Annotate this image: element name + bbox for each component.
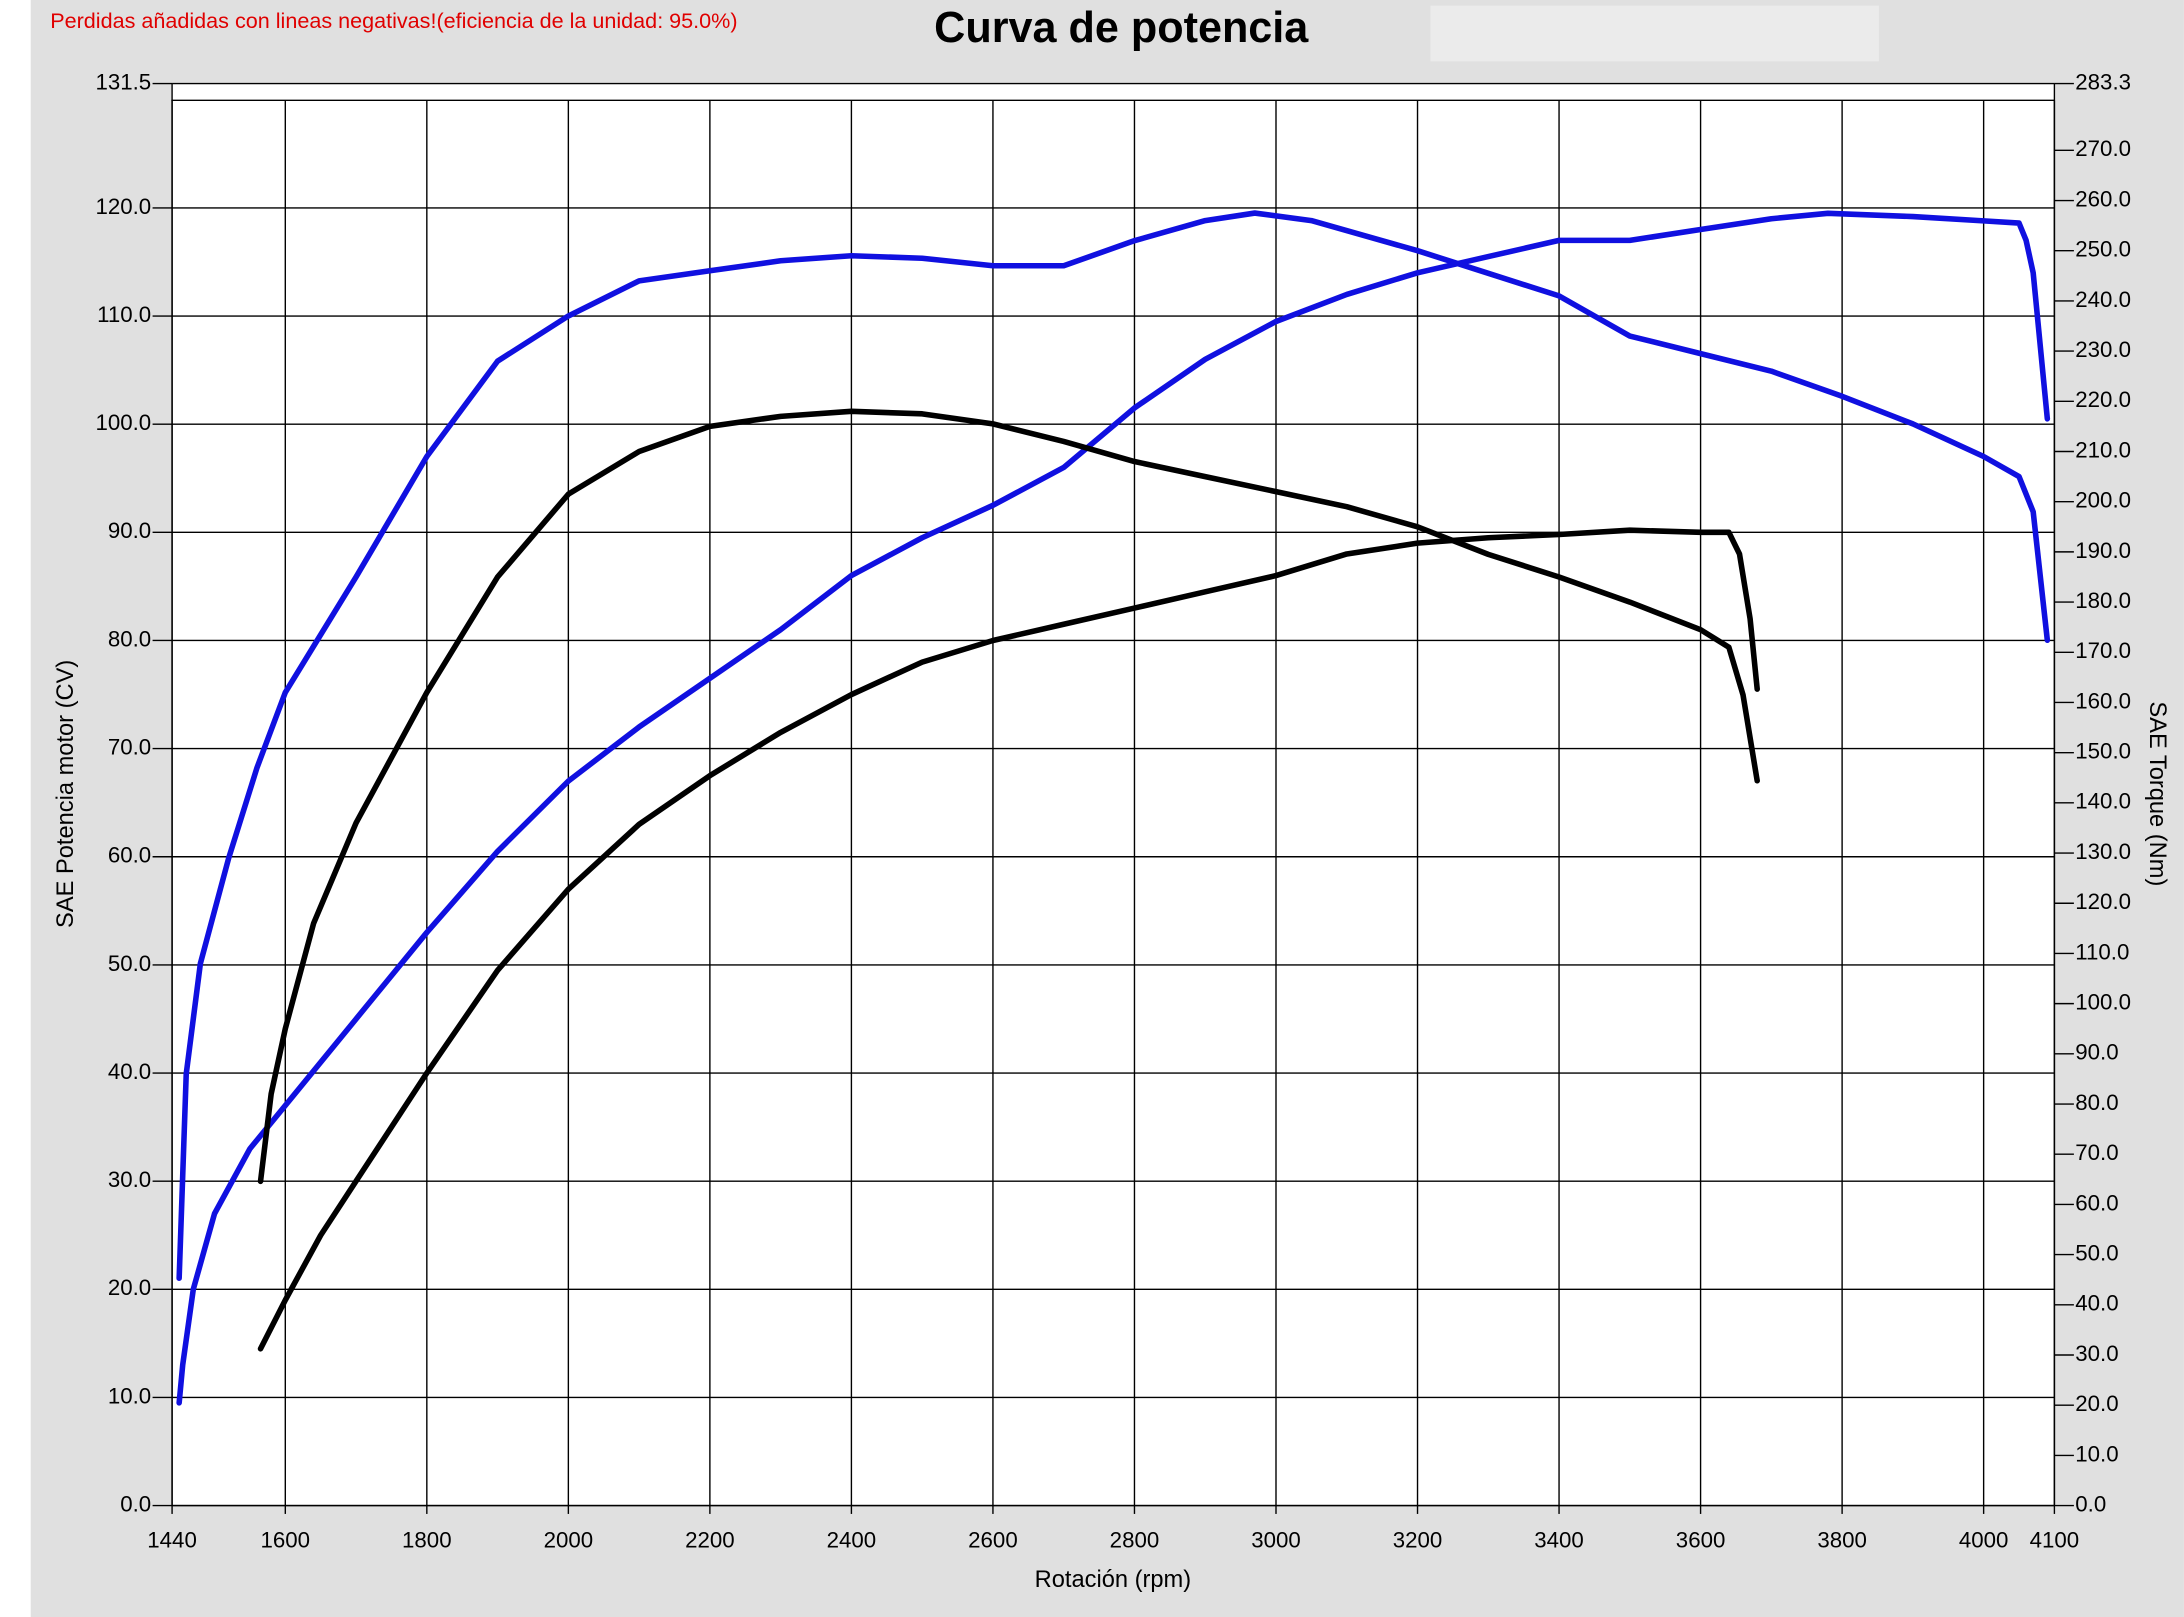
y2-tick-label: 200.0 (2075, 488, 2131, 513)
plot-area (171, 83, 2055, 1506)
x-tick-label: 4000 (1959, 1528, 2009, 1553)
y-tick-label: 131.5 (95, 69, 151, 94)
series-line (176, 210, 2051, 1281)
y2-tick-label: 40.0 (2075, 1291, 2118, 1316)
x-tick-label: 3600 (1676, 1528, 1726, 1553)
x-tick-label: 2400 (827, 1528, 877, 1553)
y2-tick-label: 80.0 (2075, 1090, 2118, 1115)
series-line (257, 408, 1760, 1185)
y2-tick-label: 50.0 (2075, 1240, 2118, 1265)
x-tick-label: 2000 (544, 1528, 594, 1553)
x-tick-label: 4100 (2030, 1528, 2080, 1553)
y-tick-label: 40.0 (108, 1059, 151, 1084)
annotation: Perdidas añadidas con lineas negativas!(… (50, 8, 737, 33)
y-tick-label: 80.0 (108, 626, 151, 651)
y-tick-label: 10.0 (108, 1383, 151, 1408)
y2-tick-label: 150.0 (2075, 739, 2131, 764)
y2-tick-label: 180.0 (2075, 588, 2131, 613)
y2-tick-label: 283.3 (2075, 69, 2131, 94)
y2-tick-label: 140.0 (2075, 789, 2131, 814)
series-line (257, 527, 1760, 1352)
empty-box (1430, 5, 1879, 62)
y-tick-label: 110.0 (97, 302, 151, 327)
x-tick-label: 3800 (1817, 1528, 1867, 1553)
y2-tick-label: 70.0 (2075, 1140, 2118, 1165)
y-tick-label: 50.0 (108, 951, 151, 976)
y2-tick-label: 210.0 (2075, 437, 2131, 462)
x-tick-label: 3200 (1393, 1528, 1443, 1553)
y2-tick-label: 220.0 (2075, 387, 2131, 412)
y2-tick-label: 110.0 (2075, 939, 2129, 964)
y2-tick-label: 250.0 (2075, 237, 2131, 262)
x-tick-label: 3000 (1251, 1528, 1301, 1553)
y-tick-label: 120.0 (95, 194, 151, 219)
x-tick-label: 1440 (147, 1528, 197, 1553)
y-tick-label: 70.0 (108, 735, 151, 760)
y2-tick-label: 170.0 (2075, 638, 2131, 663)
x-tick-label: 2200 (685, 1528, 735, 1553)
y2-tick-label: 20.0 (2075, 1391, 2118, 1416)
y2-tick-label: 60.0 (2075, 1190, 2118, 1215)
y2-tick-label: 130.0 (2075, 839, 2131, 864)
series-line (176, 210, 2051, 1406)
x-tick-label: 1600 (261, 1528, 311, 1553)
y2-tick-label: 30.0 (2075, 1341, 2118, 1366)
x-tick-label: 2600 (968, 1528, 1018, 1553)
y-tick-label: 0.0 (120, 1491, 151, 1516)
y-tick-label: 100.0 (95, 410, 151, 435)
x-tick-label: 2800 (1110, 1528, 1160, 1553)
y-tick-label: 60.0 (108, 843, 151, 868)
x-tick-label: 3400 (1534, 1528, 1584, 1553)
x-tick-label: 1800 (402, 1528, 452, 1553)
y2-tick-label: 230.0 (2075, 337, 2131, 362)
y-tick-label: 30.0 (108, 1167, 151, 1192)
y-tick-label: 20.0 (108, 1275, 151, 1300)
y-tick-label: 90.0 (108, 518, 151, 543)
y2-tick-label: 270.0 (2075, 136, 2131, 161)
chart-title: Curva de potencia (934, 4, 1309, 52)
y2-tick-label: 190.0 (2075, 538, 2131, 563)
x-axis-label: Rotación (rpm) (1035, 1567, 1191, 1593)
y2-axis-label: SAE Torque (Nm) (2144, 701, 2170, 886)
y2-tick-label: 120.0 (2075, 889, 2131, 914)
y2-tick-label: 0.0 (2075, 1491, 2106, 1516)
y-axis-label: SAE Potencia motor (CV) (53, 660, 79, 928)
y2-tick-label: 90.0 (2075, 1040, 2118, 1065)
y2-tick-label: 240.0 (2075, 287, 2131, 312)
y2-tick-label: 260.0 (2075, 186, 2131, 211)
y2-tick-label: 100.0 (2075, 990, 2131, 1015)
y2-tick-label: 10.0 (2075, 1441, 2118, 1466)
y2-tick-label: 160.0 (2075, 688, 2131, 713)
